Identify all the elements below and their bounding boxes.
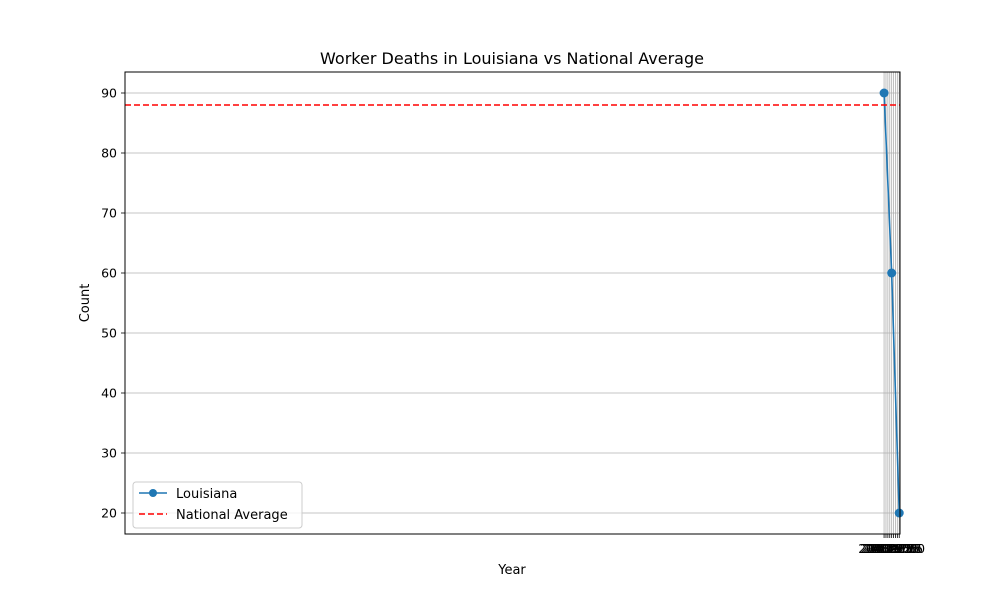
legend-frame <box>132 481 303 529</box>
legend-label-national-average: National Average <box>176 508 288 523</box>
series-layer <box>125 88 904 518</box>
plot-frame <box>124 71 901 535</box>
y-tick-label: 80 <box>101 146 117 161</box>
grid <box>125 72 900 534</box>
louisiana-data-point <box>894 508 904 518</box>
x-tick-label: 2019.50 <box>870 541 922 556</box>
legend-louisiana-marker-swatch <box>149 489 157 497</box>
x-tick-label: 2018.75 <box>864 541 916 556</box>
x-tick-label: 2019.25 <box>868 541 920 556</box>
y-tick-label: 90 <box>101 86 117 101</box>
x-tick-label: 2018.00 <box>858 541 910 556</box>
y-tick-label: 30 <box>101 446 117 461</box>
y-tick-label: 60 <box>101 266 117 281</box>
louisiana-data-point <box>887 268 897 278</box>
y-tick-label: 50 <box>101 326 117 341</box>
x-tick-label: 2019.00 <box>866 541 918 556</box>
x-axis-label: Year <box>497 563 526 578</box>
x-tick-label: 2019.75 <box>871 541 923 556</box>
legend: Louisiana National Average <box>132 481 303 529</box>
legend-label-louisiana: Louisiana <box>176 487 237 502</box>
louisiana-data-point <box>879 88 889 98</box>
y-tick-label: 70 <box>101 206 117 221</box>
y-axis-label: Count <box>78 284 93 323</box>
x-tick-label: 2018.25 <box>860 541 912 556</box>
y-tick-label: 20 <box>101 506 117 521</box>
ticks: 2018.002018.252018.502018.752019.002019.… <box>101 86 925 557</box>
x-tick-label: 2020.00 <box>873 541 925 556</box>
y-tick-label: 40 <box>101 386 117 401</box>
x-tick-label: 2018.50 <box>862 541 914 556</box>
chart-title: Worker Deaths in Louisiana vs National A… <box>320 49 704 68</box>
